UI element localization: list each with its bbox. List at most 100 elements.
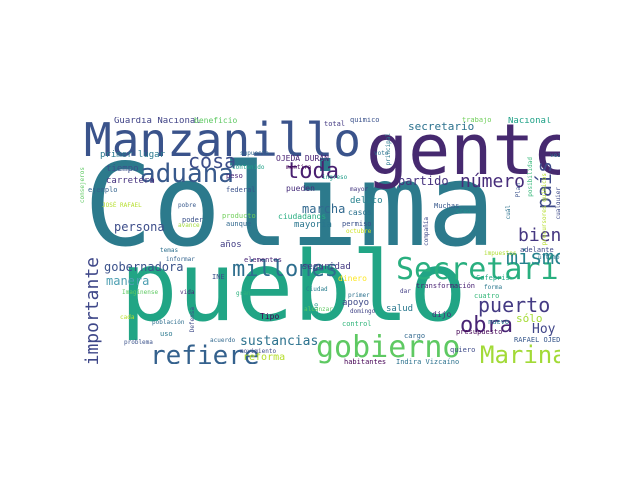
word-ciudad: Ciudad	[306, 286, 328, 293]
word-delito: delito	[350, 196, 383, 206]
word-posibilidad: posibilidad	[527, 157, 534, 197]
word-impuestos: impuestos	[484, 250, 517, 257]
word-transformacion: transformación	[416, 282, 476, 290]
word-alcanzar: alcanzar	[304, 306, 333, 313]
word-partido: partido	[398, 174, 449, 188]
word-primer: primer	[348, 292, 370, 299]
word-puerto: puerto	[478, 293, 551, 317]
word-refiere: refiere	[150, 341, 260, 364]
word-beneficio: beneficio	[194, 117, 238, 125]
word-vez: vez	[550, 152, 560, 159]
word-apoyo: apoyo	[342, 298, 370, 308]
word-importante: importante	[82, 257, 103, 364]
word-trabajo: trabajo	[462, 117, 492, 124]
word-muchas: Muchas	[434, 202, 460, 210]
word-producto: producto	[222, 212, 256, 220]
word-salud: salud	[386, 304, 414, 314]
word-nuevo: nuevo	[488, 318, 510, 326]
word-tipo: Tipo	[260, 312, 280, 321]
word-dar: dar	[400, 288, 411, 295]
word-cargo: cargo	[404, 332, 426, 340]
word-hoy: Hoy	[532, 322, 556, 337]
word-secretario: secretario	[408, 120, 475, 133]
word-imaginense: Imagínense	[122, 289, 159, 296]
word-cosa: cosa	[188, 149, 237, 173]
word-mayor: mayor	[350, 186, 369, 193]
word-seguridad: seguridad	[302, 262, 351, 272]
word-compania: compañía	[423, 217, 430, 246]
word-avance: avance	[178, 222, 200, 229]
word-defensa: Defensa	[189, 307, 196, 333]
word-sustancias: sustancias	[240, 334, 319, 349]
word-ine: INE	[212, 273, 225, 281]
word-cloud: Colima pueblo gente Manzanillo Secretarí…	[80, 117, 560, 364]
word-cualquier: cualquier	[555, 187, 560, 220]
word-guardia-nacional: Guardia Nacional	[114, 117, 201, 126]
word-plan: Plan	[515, 183, 522, 198]
word-principal: principal	[385, 133, 392, 166]
word-quimico: químico	[350, 117, 380, 124]
word-cada: cada	[120, 314, 135, 321]
word-creo: creo	[456, 208, 471, 215]
word-permiso: permiso	[342, 220, 372, 228]
word-movimiento: movimiento	[240, 348, 277, 355]
word-ciudadanos: ciudadanos	[278, 212, 327, 221]
word-bien: bien	[518, 225, 560, 246]
word-total: total	[324, 120, 346, 128]
word-marcha: marcha	[302, 202, 346, 216]
word-uso: uso	[160, 330, 173, 338]
word-numero: número	[460, 171, 526, 192]
word-quiero: quiero	[450, 346, 476, 354]
word-contenido: contenido	[232, 164, 265, 171]
word-aduana: aduana	[140, 159, 234, 189]
word-voto: voto	[374, 150, 389, 157]
word-toda: toda	[286, 159, 339, 184]
word-acuerdo: acuerdo	[210, 337, 236, 344]
word-mayoria: mayoría	[294, 220, 332, 230]
word-control: control	[342, 320, 372, 328]
word-peso: peso	[226, 172, 243, 180]
word-dijo: dijo	[432, 310, 452, 319]
word-cuatro: cuatro	[474, 292, 500, 300]
word-ojeda-duran: OJEDA DURÁN	[276, 154, 329, 163]
word-ejemplo: ejemplo	[88, 186, 118, 194]
word-dinero: dinero	[338, 274, 367, 283]
word-temas: temas	[160, 247, 179, 254]
word-gran: gran	[236, 290, 251, 297]
word-primer-lugar: primer lugar	[100, 150, 166, 160]
word-ingreso: ingreso	[322, 174, 348, 181]
word-octubre: octubre	[346, 228, 372, 235]
word-ultimo: último	[538, 254, 560, 261]
word-manzanillo: Manzanillo	[84, 117, 361, 167]
word-elementos: elementos	[244, 256, 282, 264]
word-cofepris: Cofepris	[476, 274, 510, 282]
word-forma: forma	[484, 284, 503, 291]
word-pobre: pobre	[178, 202, 197, 209]
word-carretera: carretera	[106, 176, 155, 186]
word-tiempo: tiempo	[106, 164, 139, 174]
word-solo: sólo	[516, 312, 543, 325]
word-jose-rafael: JOSÉ RAFAEL	[102, 202, 142, 209]
word-pueden: pueden	[286, 184, 315, 193]
word-domingo: domingo	[350, 308, 376, 315]
word-gente: gente	[366, 117, 560, 191]
word-poder: poder	[182, 216, 204, 224]
word-pueblo: pueblo	[120, 231, 467, 343]
word-poblacion: población	[152, 319, 185, 326]
word-vida: vida	[180, 289, 195, 296]
word-colima: Colima	[84, 139, 496, 272]
word-marina: Marina	[480, 341, 560, 364]
word-indira-vizcaino: Indira Vizcaíno	[396, 358, 460, 365]
word-secretaria: Secretaría	[396, 252, 560, 287]
word-reforma: reforma	[243, 352, 286, 363]
word-gobernadora: gobernadora	[104, 260, 184, 274]
word-casos: casos	[348, 208, 373, 217]
word-adelante: adelante	[520, 246, 554, 254]
word-persona: persona	[114, 220, 165, 234]
word-federal: federal	[226, 186, 256, 194]
word-precursores-quimicos: precursores químicos	[541, 173, 548, 246]
word-presupuesto: presupuesto	[456, 328, 503, 336]
word-millones: millones	[232, 257, 338, 282]
word-gobierno: gobierno	[316, 330, 461, 364]
word-rafael-ojeda: RAFAEL OJEDA	[514, 336, 560, 344]
